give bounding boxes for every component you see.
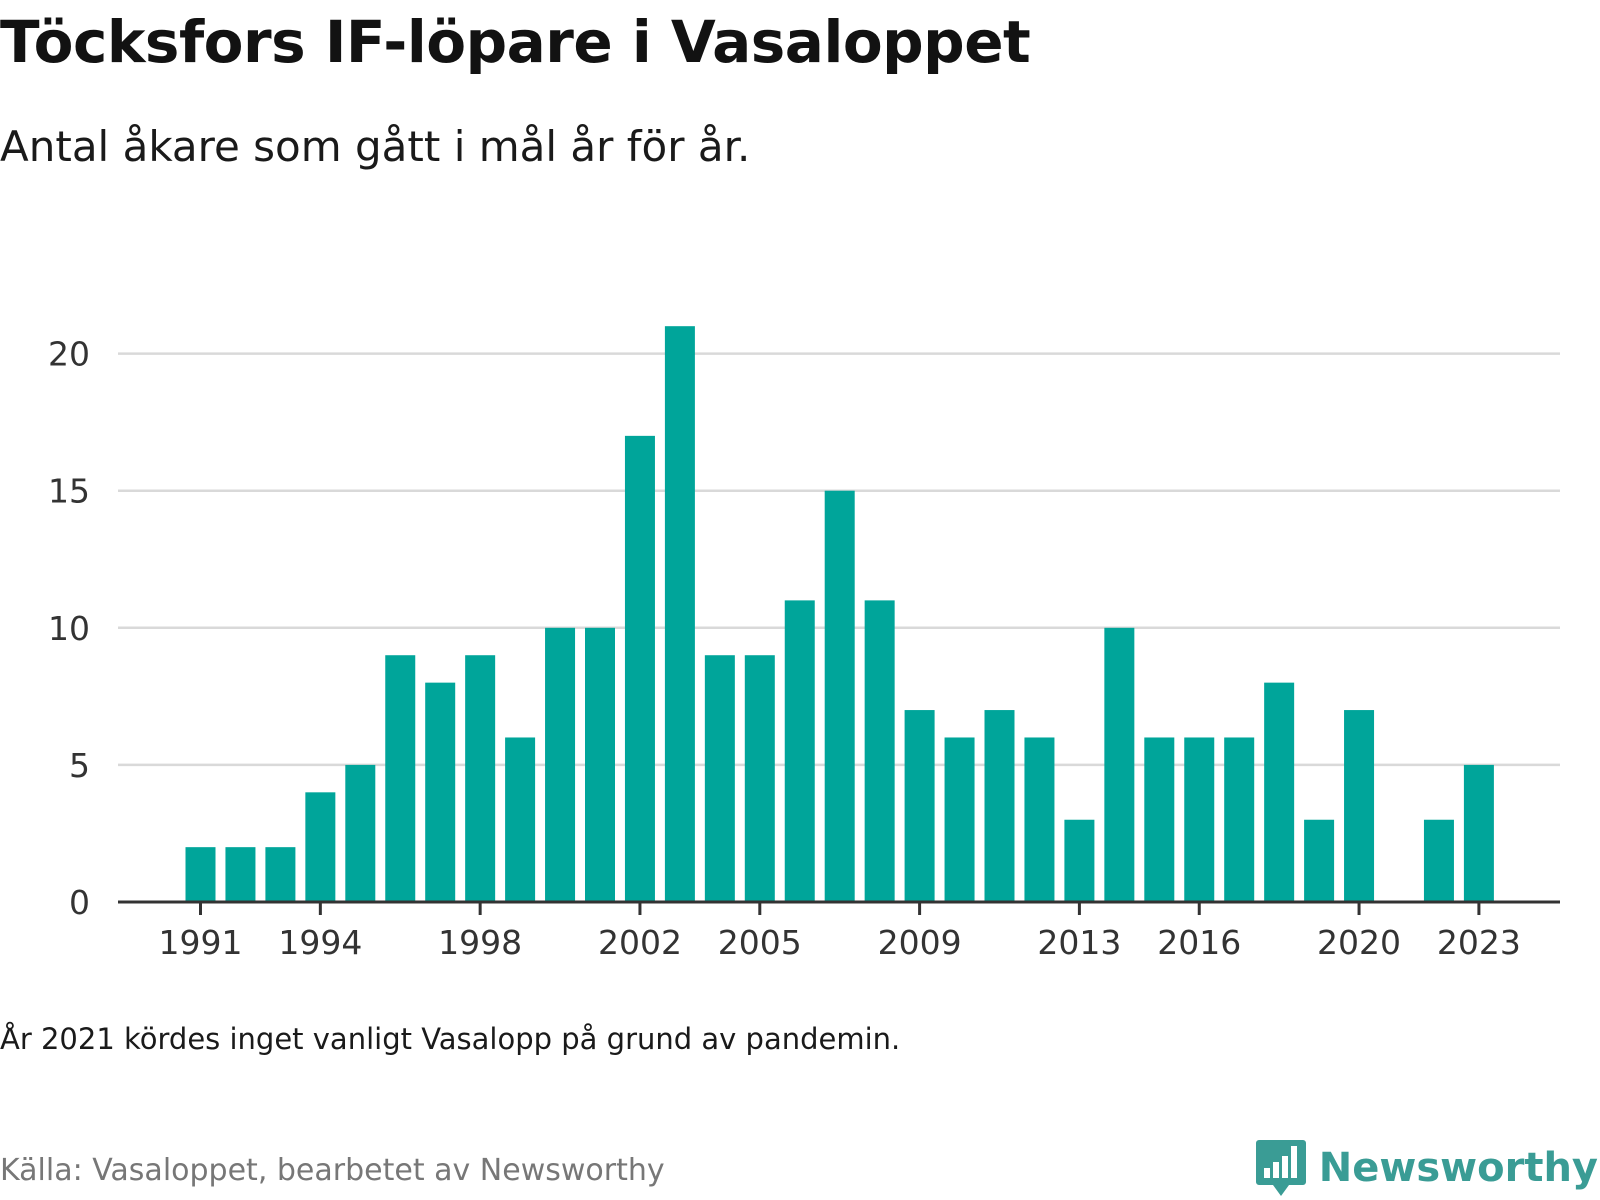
bar-2018: [1264, 682, 1295, 902]
x-tick-label-2009: 2009: [878, 923, 962, 962]
bar-2023: [1463, 764, 1494, 902]
bar-2003: [664, 326, 695, 902]
y-tick-label-10: 10: [48, 609, 90, 648]
y-tick-label-15: 15: [48, 472, 90, 511]
bar-2009: [904, 710, 935, 902]
bar-chart-speech-bubble-icon: [1255, 1140, 1306, 1196]
bar-1999: [505, 737, 536, 902]
bar-2005: [744, 655, 775, 902]
bar-1995: [345, 764, 376, 902]
bar-2008: [864, 600, 895, 902]
bar-2000: [545, 627, 576, 902]
bar-2017: [1224, 737, 1255, 902]
x-axis-labels: 1991 1994 1998 2002 2005 2009 2013 2016 2020 2023: [159, 923, 1521, 962]
x-tick-label-2002: 2002: [598, 923, 682, 962]
bar-1991: [185, 847, 216, 902]
x-tick-label-2020: 2020: [1317, 923, 1401, 962]
bar-2006: [784, 600, 815, 902]
x-tick-label-1991: 1991: [159, 923, 243, 962]
bar-2012: [1024, 737, 1055, 902]
x-axis: [118, 900, 1560, 915]
source-text: Källa: Vasaloppet, bearbetet av Newswort…: [0, 1153, 665, 1188]
y-tick-label-20: 20: [48, 335, 90, 374]
bar-2015: [1144, 737, 1175, 902]
bar-1998: [465, 655, 496, 902]
x-tick-label-1998: 1998: [438, 923, 522, 962]
bar-2019: [1304, 819, 1335, 902]
bar-2001: [585, 627, 615, 902]
bar-chart: 0 5 10 15 20 1991 1994 1998 2002 2005 2009 2013 201…: [48, 326, 1560, 962]
bar-1993: [265, 847, 296, 902]
bar-2007: [824, 490, 855, 902]
x-tick-label-2005: 2005: [718, 923, 802, 962]
bars: [185, 326, 1494, 902]
bar-1996: [385, 655, 416, 902]
chart-subtitle: Antal åkare som gått i mål år för år.: [0, 122, 751, 171]
x-tick-label-2016: 2016: [1157, 923, 1241, 962]
x-tick-label-1994: 1994: [278, 923, 362, 962]
bar-1997: [425, 682, 456, 902]
bar-2002: [624, 435, 655, 902]
brand-name: Newsworthy: [1318, 1145, 1598, 1191]
bar-2004: [704, 655, 735, 902]
x-tick-label-2023: 2023: [1437, 923, 1521, 962]
x-tick-label-2013: 2013: [1037, 923, 1121, 962]
bar-1992: [225, 847, 256, 902]
brand-logo: Newsworthy: [1255, 1138, 1598, 1198]
bar-1994: [305, 792, 336, 902]
y-tick-label-0: 0: [69, 883, 90, 922]
bar-2013: [1064, 819, 1095, 902]
bar-2020: [1344, 710, 1375, 902]
bar-2014: [1104, 627, 1135, 902]
bar-2011: [984, 710, 1015, 902]
chart-note: År 2021 kördes inget vanligt Vasalopp på…: [0, 1022, 901, 1056]
chart-title: Töcksfors IF-löpare i Vasaloppet: [0, 8, 1031, 76]
y-tick-label-5: 5: [69, 746, 90, 785]
bar-2010: [944, 737, 975, 902]
bar-2016: [1184, 737, 1215, 902]
bar-2022: [1423, 819, 1454, 902]
y-axis-labels: 0 5 10 15 20: [48, 335, 90, 922]
